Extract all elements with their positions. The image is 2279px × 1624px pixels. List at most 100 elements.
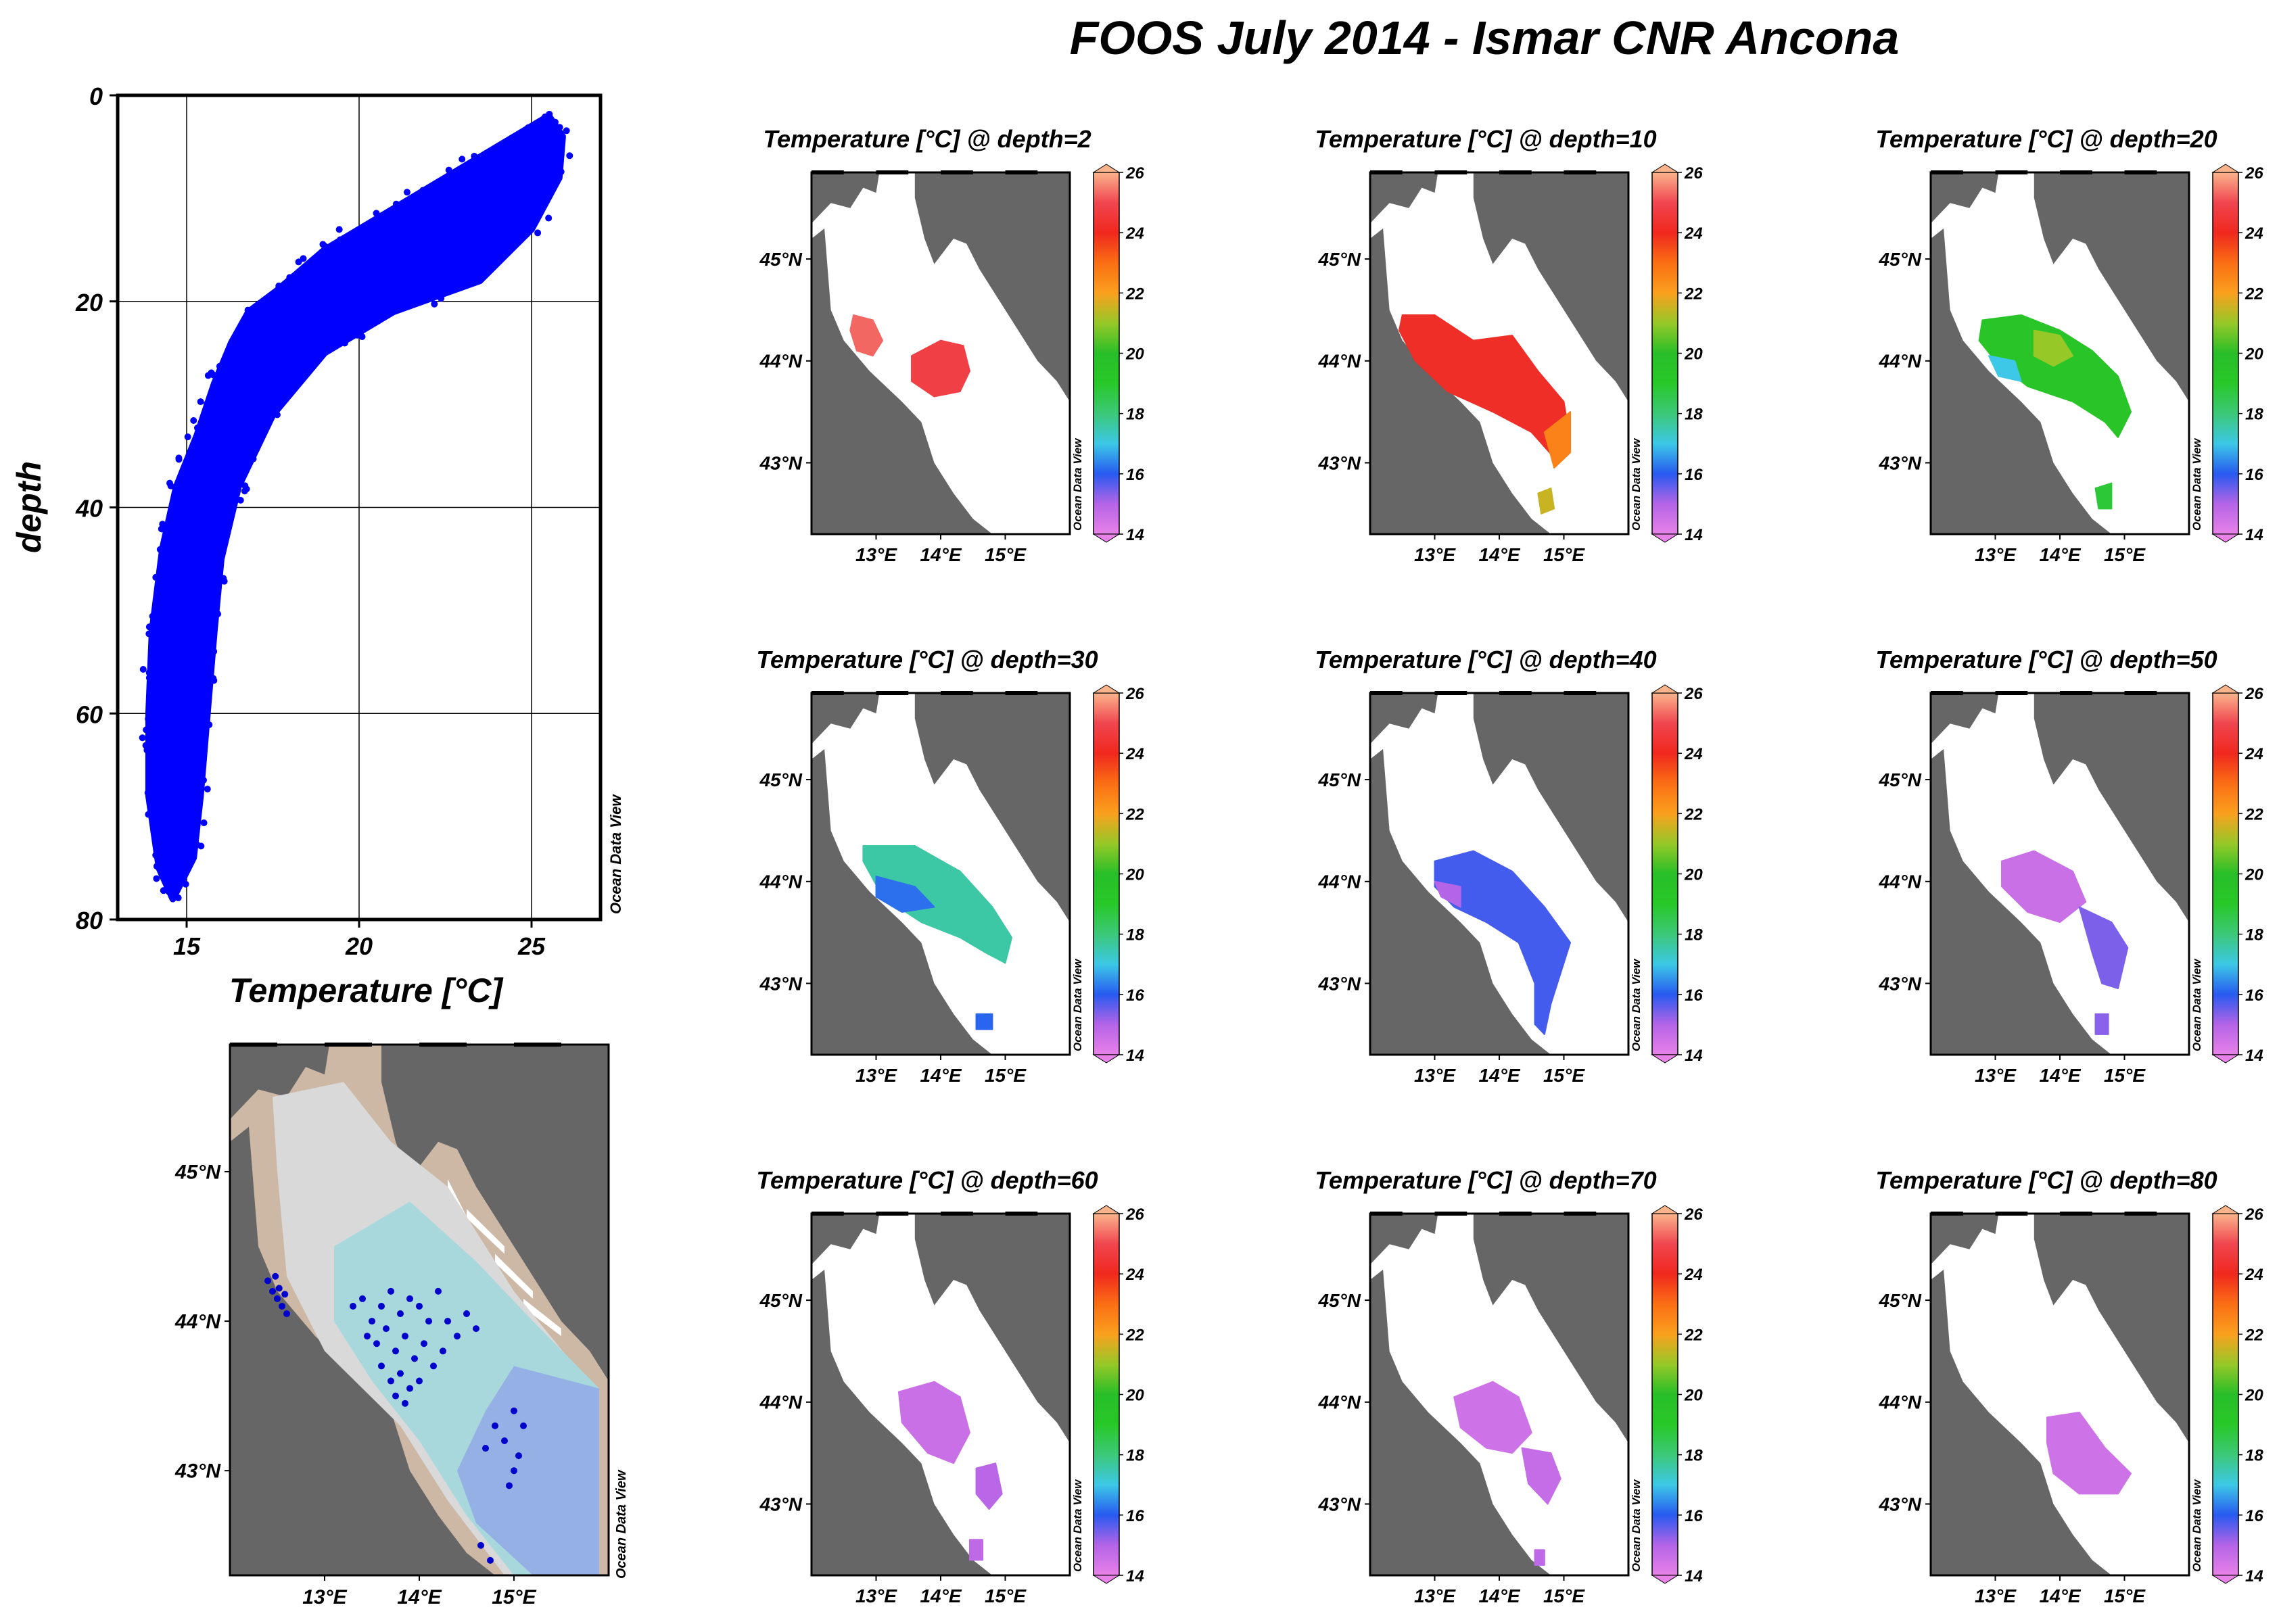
temperature-map-depth-80: Temperature [°C] @ depth=80 13°E 14°E 15°E 4… [1875, 1166, 2263, 1606]
profile-point [463, 274, 471, 282]
island-channel [1012, 1387, 1038, 1412]
colorbar-tick-label: 26 [2245, 685, 2263, 703]
frame-scale-segment [1499, 691, 1532, 695]
island-channel [523, 1298, 561, 1337]
lat-tick-label: 43°N [1878, 1494, 1921, 1514]
profile-point [505, 247, 513, 255]
profile-point [143, 746, 151, 754]
station-point [279, 1302, 285, 1310]
lat-tick-label: 45°N [1317, 769, 1361, 790]
frame-scale-segment [325, 1043, 372, 1047]
odv-watermark: Ocean Data View [1630, 958, 1643, 1051]
profile-point [480, 269, 488, 277]
frame-scale-segment [1434, 170, 1467, 174]
frame-scale-segment [1499, 1212, 1532, 1216]
map-title: Temperature [°C] @ depth=70 [1315, 1166, 1656, 1194]
frame-scale-segment [2124, 170, 2157, 174]
profile-point [187, 837, 194, 844]
profile-point [534, 229, 542, 237]
lat-tick-label: 44°N [1878, 351, 1921, 372]
colorbar-tick-label: 22 [1684, 805, 1703, 823]
profile-point [190, 417, 197, 425]
temperature-field [2078, 906, 2129, 990]
profile-point [258, 426, 265, 433]
lon-tick-label: 14°E [2039, 1065, 2081, 1086]
temperature-map-panels: Temperature [°C] @ depth=2 13°E 14°E 15°E 43… [756, 125, 2263, 1606]
colorbar-tick-label: 26 [1125, 1205, 1144, 1224]
profile-point [182, 880, 189, 888]
frame-scale-segment [1499, 170, 1532, 174]
station-point [416, 1302, 423, 1310]
island-channel [992, 1356, 1018, 1387]
profile-point [498, 149, 505, 156]
island-channel [2092, 805, 2118, 836]
island-channel [972, 1325, 999, 1356]
station-point [383, 1325, 390, 1333]
temperature-map-depth-2: Temperature [°C] @ depth=2 13°E 14°E 15°E 43… [759, 125, 1144, 565]
lat-tick-label: 43°N [174, 1460, 221, 1483]
colorbar-tick-label: 16 [1126, 466, 1144, 484]
profile-point [445, 166, 452, 174]
profile-point [204, 786, 211, 793]
colorbar [1093, 692, 1120, 1055]
lon-tick-label: 14°E [397, 1586, 442, 1608]
profile-point [145, 715, 152, 723]
profile-point [208, 569, 216, 576]
station-point [440, 1347, 446, 1355]
profile-point [165, 888, 172, 895]
profile-point [227, 341, 234, 349]
profile-point [159, 521, 166, 528]
colorbar-tick-label: 14 [1126, 526, 1144, 544]
colorbar-tick-label: 24 [1125, 745, 1144, 763]
profile-point [216, 362, 223, 370]
lat-tick-label: 44°N [759, 871, 802, 892]
temperature-map-depth-30: Temperature [°C] @ depth=30 13°E 14°E 15°E 4… [756, 646, 1144, 1086]
land-balkans [1473, 1214, 1628, 1443]
profile-point [555, 173, 563, 181]
profile-point [555, 126, 562, 134]
frame-scale-segment [941, 170, 973, 174]
island-channel [1012, 345, 1038, 371]
profile-point [318, 248, 325, 256]
profile-point [152, 573, 160, 581]
odv-watermark: Ocean Data View [2190, 1479, 2203, 1572]
station-point [411, 1355, 418, 1362]
profile-point [541, 115, 548, 122]
lon-tick-label: 15°E [492, 1586, 536, 1608]
lon-tick-label: 13°E [855, 1065, 897, 1086]
profile-point [458, 279, 465, 286]
colorbar-tick-label: 24 [1684, 745, 1703, 763]
land-balkans [914, 172, 1070, 402]
profile-point [409, 194, 417, 201]
island-channel [2111, 314, 2138, 346]
land-italy [1370, 1269, 1551, 1575]
island-channel [972, 805, 999, 836]
profile-point [545, 214, 553, 222]
y-tick-label-40: 40 [75, 495, 103, 523]
station-point [473, 1325, 479, 1333]
profile-point [222, 527, 229, 535]
odv-watermark: Ocean Data View [1071, 1479, 1084, 1572]
station-point [402, 1400, 408, 1407]
frame-scale-segment [941, 691, 973, 695]
colorbar-tick-label: 20 [1684, 1387, 1703, 1405]
colorbar-tick-label: 20 [1684, 866, 1703, 884]
y-tick-label-60: 60 [76, 700, 103, 728]
profile-point [156, 611, 163, 618]
temperature-map-depth-10: Temperature [°C] @ depth=10 13°E 14°E 15°E 4… [1315, 125, 1703, 565]
profile-point [403, 189, 410, 196]
lon-tick-label: 14°E [2039, 1585, 2081, 1606]
temperature-field [1434, 850, 1572, 1035]
lat-tick-label: 44°N [1317, 871, 1361, 892]
colorbar-tick-label: 18 [1126, 1447, 1144, 1465]
land-balkans [914, 693, 1070, 923]
station-point [482, 1445, 489, 1452]
colorbar-tick-label: 16 [1126, 1507, 1144, 1525]
island-channel [1570, 1387, 1597, 1412]
profile-point [195, 773, 203, 781]
profile-point [288, 274, 296, 282]
island-channel [2111, 1356, 2138, 1387]
lat-tick-label: 44°N [1878, 871, 1921, 892]
lat-tick-label: 43°N [1317, 973, 1361, 994]
colorbar-tick-label: 18 [2245, 926, 2263, 945]
